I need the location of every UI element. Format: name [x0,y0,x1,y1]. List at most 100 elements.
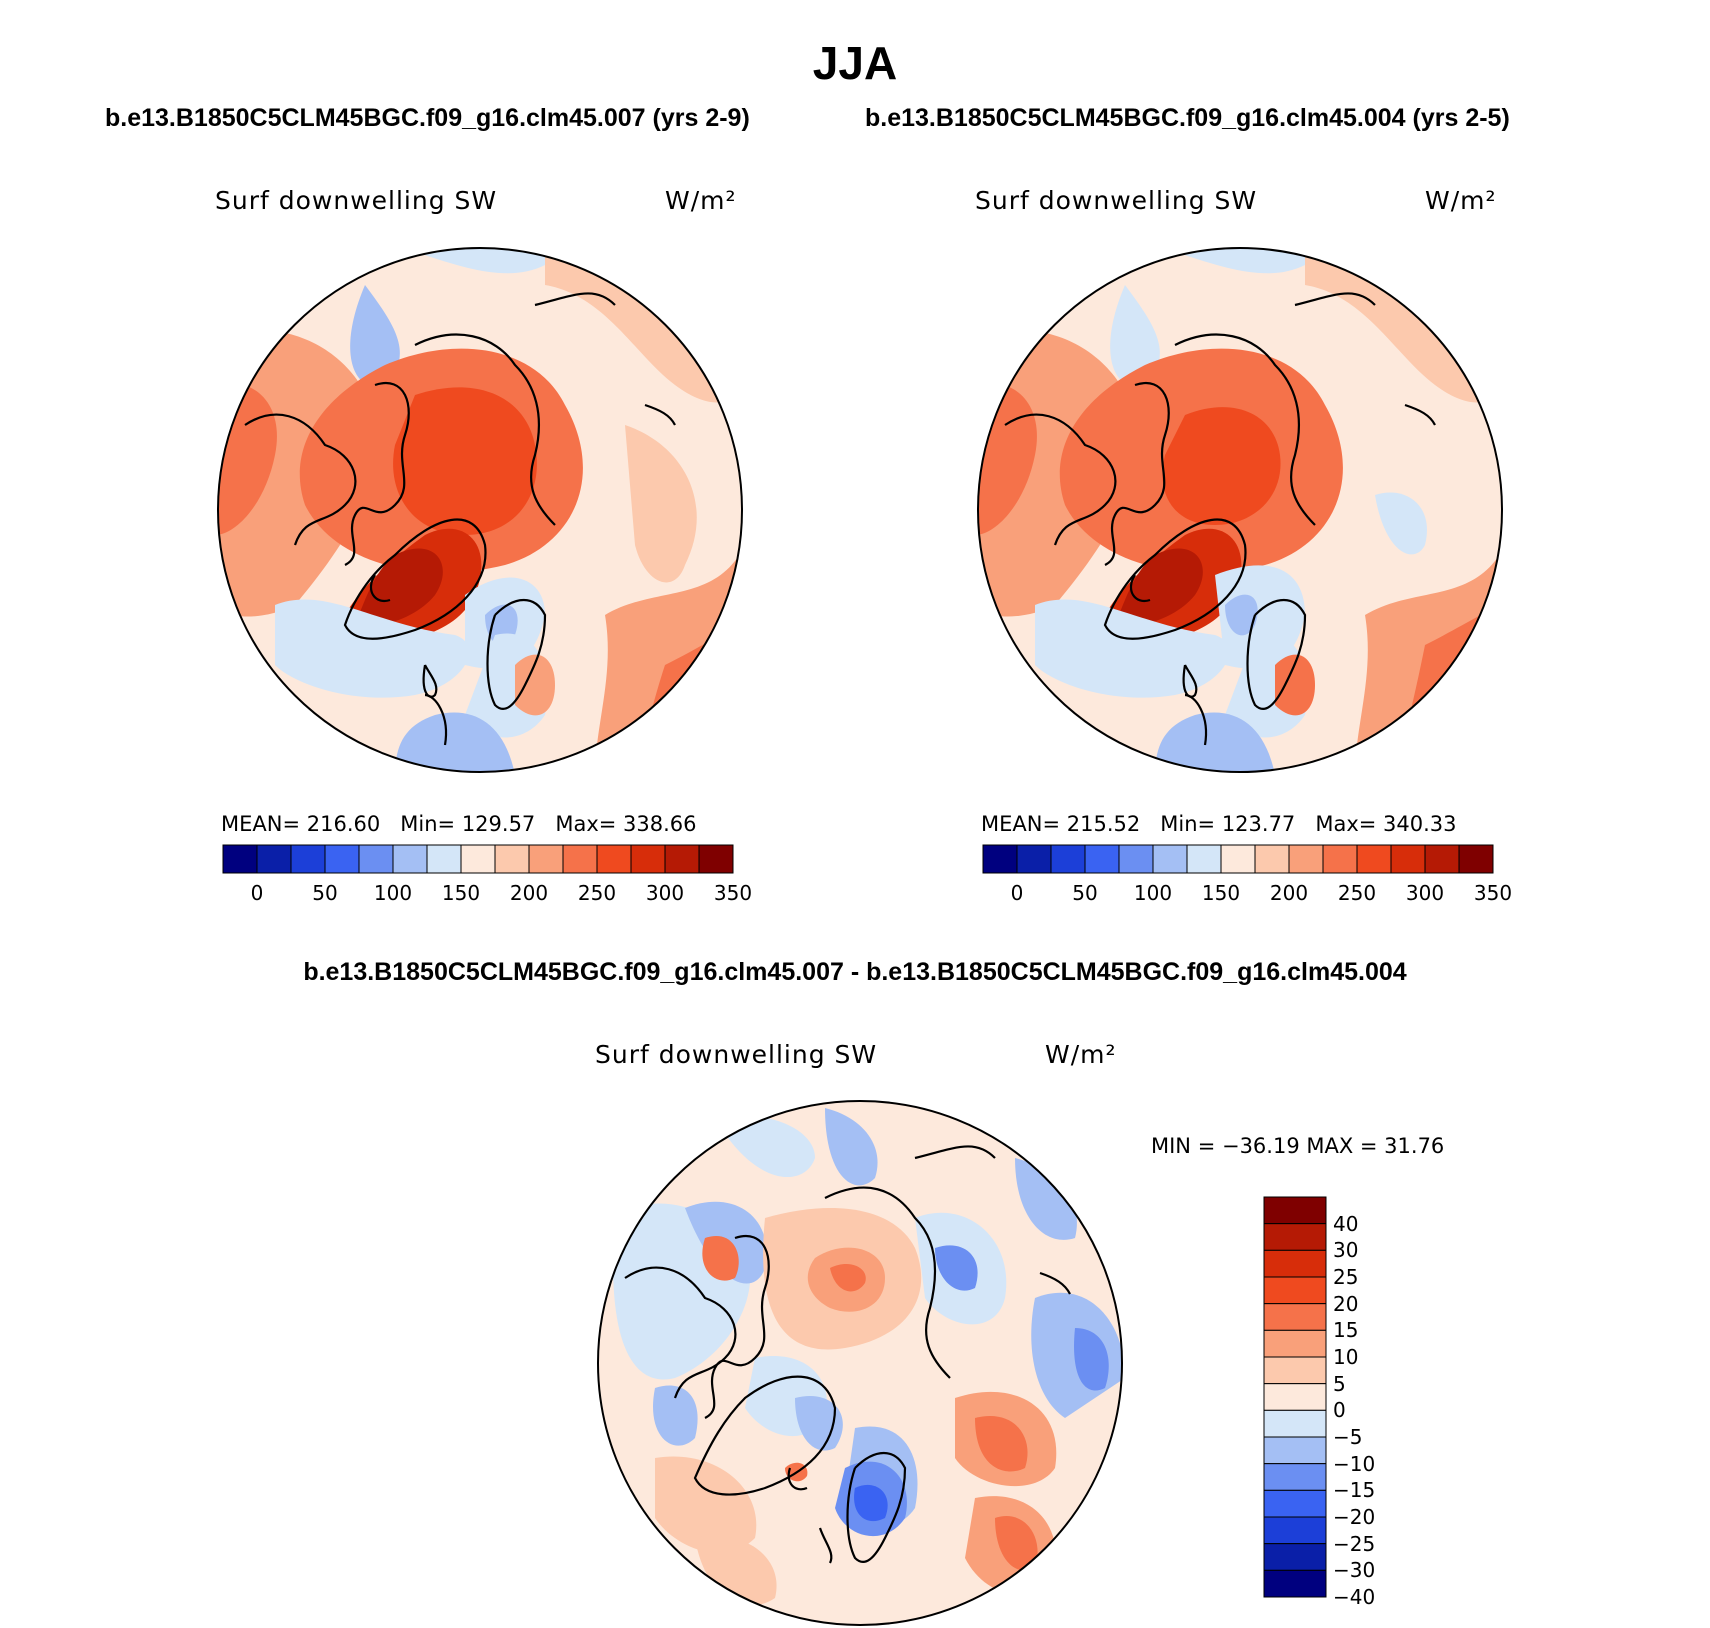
right-colorbar-cell [1016,844,1052,874]
left-mean-value: 216.60 [306,812,381,836]
difference-colorbar-cell [1263,1489,1327,1518]
right-colorbar-tick: 0 [1010,881,1024,905]
right-colorbar-cell [1254,844,1290,874]
left-variable-label: Surf downwelling SW [215,186,498,215]
left-case-title: b.e13.B1850C5CLM45BGC.f09_g16.clm45.007 … [105,104,750,132]
left-colorbar-ticks: 0 50 100 150 200 250 300 350 [223,881,752,907]
left-stats: MEAN= 216.60 Min= 129.57 Max= 338.66 [221,812,697,836]
left-colorbar-cell [630,844,666,874]
difference-colorbar-tick: −30 [1333,1558,1376,1583]
difference-colorbar-cell [1263,1303,1327,1331]
right-colorbar-cell [1118,844,1154,874]
left-colorbar-cell [698,844,734,874]
difference-colorbar-cell [1263,1223,1327,1251]
left-colorbar-cell [324,844,360,874]
right-colorbar [982,844,1494,874]
difference-colorbar-cell [1263,1543,1327,1571]
difference-colorbar-tick: −20 [1333,1505,1376,1529]
left-colorbar-tick: 300 [645,881,685,905]
right-mean-value: 215.52 [1066,812,1141,836]
difference-colorbar-tick: 0 [1333,1398,1346,1423]
right-colorbar-cell [982,844,1018,874]
difference-colorbar-cell [1263,1516,1327,1545]
left-colorbar-tick: 200 [509,881,549,905]
right-colorbar-tick: 150 [1201,881,1241,905]
left-min-value: 129.57 [461,812,536,836]
right-colorbar-cell [1356,844,1392,874]
difference-colorbar-tick: 15 [1333,1318,1359,1343]
right-map-border [977,247,1503,773]
right-case-title: b.e13.B1850C5CLM45BGC.f09_g16.clm45.004 … [865,104,1510,132]
right-variable-label: Surf downwelling SW [975,186,1258,215]
right-colorbar-cell [1424,844,1460,874]
left-colorbar-cell [494,844,530,874]
diff-units-label: W/m² [1045,1040,1117,1069]
right-colorbar-tick: 350 [1473,881,1513,905]
difference-colorbar-tick: −40 [1333,1585,1376,1609]
right-colorbar-cell [1322,844,1358,874]
difference-colorbar-cell [1263,1329,1327,1358]
difference-colorbar-tick: 30 [1333,1238,1359,1263]
difference-colorbar-tick: 40 [1333,1211,1359,1236]
difference-colorbar-cell [1263,1249,1327,1278]
difference-colorbar-tick: 10 [1333,1345,1359,1369]
right-units-label: W/m² [1425,186,1497,215]
difference-colorbar-tick: −5 [1333,1425,1363,1449]
left-colorbar-cell [562,844,598,874]
left-colorbar-cell [460,844,496,874]
difference-polar-map [597,1100,1123,1626]
difference-title: b.e13.B1850C5CLM45BGC.f09_g16.clm45.007 … [303,958,1407,986]
difference-colorbar-tick: −10 [1333,1451,1376,1476]
right-max-value: 340.33 [1383,812,1457,836]
right-colorbar-tick: 250 [1337,881,1377,905]
left-colorbar-tick: 250 [577,881,617,905]
right-colorbar-ticks: 0 50 100 150 200 250 300 350 [983,881,1512,907]
difference-coastlines [624,1145,1071,1564]
left-map-border [217,247,743,773]
difference-colorbar-tick: −15 [1333,1478,1376,1503]
difference-colorbar [1263,1196,1327,1598]
difference-colorbar-cell [1263,1463,1327,1491]
right-polar-map [977,247,1503,773]
left-colorbar-cell [426,844,462,874]
left-colorbar-tick: 100 [373,881,413,905]
difference-colorbar-cell [1263,1436,1327,1465]
left-max-value: 338.66 [623,812,697,836]
right-colorbar-cell [1084,844,1120,874]
left-colorbar-cell [392,844,428,874]
left-colorbar-cell [358,844,394,874]
right-colorbar-cell [1220,844,1256,874]
left-colorbar-cell [256,844,292,874]
left-units-label: W/m² [665,186,737,215]
left-polar-map [217,247,743,773]
difference-colorbar-tick: 20 [1333,1291,1359,1316]
diff-variable-label: Surf downwelling SW [595,1040,878,1069]
right-colorbar-tick: 200 [1269,881,1309,905]
difference-colorbar-tick: −25 [1333,1531,1376,1556]
right-min-label: Min= [1160,812,1216,836]
left-colorbar-cell [290,844,326,874]
right-colorbar-cell [1390,844,1426,874]
difference-colorbar-tick: 25 [1333,1265,1359,1289]
difference-colorbar-cell [1263,1276,1327,1305]
difference-colorbar-cell [1263,1569,1327,1598]
right-colorbar-cell [1050,844,1086,874]
difference-colorbar-cell [1263,1409,1327,1438]
left-coastlines [244,292,676,746]
right-colorbar-cell [1288,844,1324,874]
left-colorbar-cell [664,844,700,874]
left-colorbar [222,844,734,874]
right-colorbar-tick: 300 [1405,881,1445,905]
right-colorbar-tick: 100 [1133,881,1173,905]
right-mean-label: MEAN= [981,812,1061,836]
difference-colorbar-cell [1263,1356,1327,1385]
left-colorbar-tick: 50 [312,881,338,905]
right-stats: MEAN= 215.52 Min= 123.77 Max= 340.33 [981,812,1457,836]
left-colorbar-cell [596,844,632,874]
left-colorbar-cell [528,844,564,874]
right-min-value: 123.77 [1221,812,1296,836]
figure-title: JJA [812,37,898,89]
right-colorbar-cell [1152,844,1188,874]
difference-stats: MIN = −36.19 MAX = 31.76 [1151,1134,1445,1158]
left-colorbar-tick: 0 [250,881,264,905]
